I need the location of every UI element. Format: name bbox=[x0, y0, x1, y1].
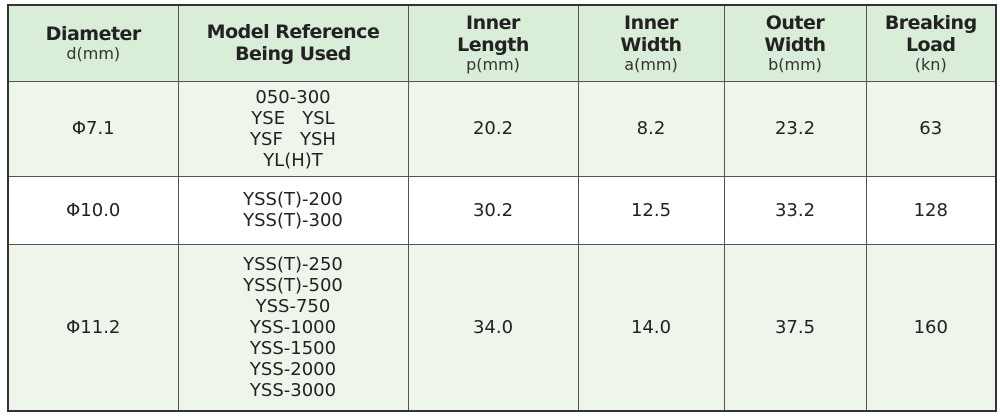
header-cell: Model Reference Being Used bbox=[177, 4, 409, 82]
diameter: Φ11.2 bbox=[66, 316, 121, 338]
data-row: Φ10.0 YSS(T)-200 YSS(T)-300 30.2 12.5 33.2 128 bbox=[7, 175, 997, 245]
header-cell: Inner Width a(mm) bbox=[577, 4, 725, 82]
outer-width-cell: 23.2 bbox=[723, 80, 867, 177]
header-unit: (kn) bbox=[914, 55, 947, 75]
header-cell: Inner Length p(mm) bbox=[407, 4, 579, 82]
models-cell: YSS(T)-200 YSS(T)-300 bbox=[177, 175, 409, 245]
header-cell: Breaking Load (kn) bbox=[865, 4, 997, 82]
header-title: Length bbox=[457, 34, 529, 57]
outer-width: 33.2 bbox=[774, 199, 816, 221]
header-title: Width bbox=[620, 34, 682, 57]
spec-table: Diameter d(mm) Model Reference Being Used In… bbox=[7, 4, 997, 412]
diameter-cell: Φ11.2 bbox=[7, 243, 179, 412]
header-title: Inner bbox=[624, 12, 678, 35]
model: YSS-750 bbox=[255, 295, 331, 317]
model: YSS-2000 bbox=[249, 358, 337, 380]
diameter-cell: Φ7.1 bbox=[7, 80, 179, 177]
breaking-load: 63 bbox=[919, 118, 943, 139]
diameter: Φ7.1 bbox=[71, 118, 115, 139]
header-cell: Outer Width b(mm) bbox=[723, 4, 867, 82]
inner-width-cell: 12.5 bbox=[577, 175, 725, 245]
model: YSS-1000 bbox=[249, 316, 337, 338]
inner-length: 30.2 bbox=[472, 199, 514, 221]
diameter: Φ10.0 bbox=[66, 199, 121, 221]
model: YSS-1500 bbox=[249, 337, 337, 359]
models-cell: YSS(T)-250 YSS(T)-500 YSS-750 YSS-1000 YSS-1… bbox=[177, 243, 409, 412]
outer-width: 37.5 bbox=[774, 316, 816, 338]
inner-length-cell: 20.2 bbox=[407, 80, 579, 177]
breaking-load: 160 bbox=[913, 316, 948, 338]
breaking-load-cell: 63 bbox=[865, 80, 997, 177]
header-unit: a(mm) bbox=[624, 55, 678, 75]
outer-width-cell: 33.2 bbox=[723, 175, 867, 245]
breaking-load-cell: 128 bbox=[865, 175, 997, 245]
header-row: Diameter d(mm) Model Reference Being Used In… bbox=[7, 4, 997, 82]
inner-length: 20.2 bbox=[472, 118, 514, 139]
inner-width: 8.2 bbox=[636, 118, 666, 139]
model: YSE YSL bbox=[251, 107, 335, 129]
model: YSS(T)-200 bbox=[243, 189, 343, 210]
data-row: Φ7.1 050-300 YSE YSL YSF YSH YL(H)T 20.2 8.2 23… bbox=[7, 80, 997, 177]
inner-length: 34.0 bbox=[472, 316, 514, 338]
header-title: Breaking bbox=[884, 12, 977, 35]
inner-length-cell: 34.0 bbox=[407, 243, 579, 412]
header-unit: p(mm) bbox=[466, 55, 520, 75]
outer-width-cell: 37.5 bbox=[723, 243, 867, 412]
diameter-cell: Φ10.0 bbox=[7, 175, 179, 245]
header-title: Load bbox=[905, 34, 956, 57]
model: YSS(T)-300 bbox=[243, 210, 343, 231]
inner-width-cell: 14.0 bbox=[577, 243, 725, 412]
outer-width: 23.2 bbox=[774, 118, 816, 139]
models-cell: 050-300 YSE YSL YSF YSH YL(H)T bbox=[177, 80, 409, 177]
page: Diameter d(mm) Model Reference Being Used In… bbox=[7, 4, 997, 412]
header-title: Being Used bbox=[235, 43, 351, 66]
model: YL(H)T bbox=[263, 149, 323, 171]
inner-width: 12.5 bbox=[630, 199, 672, 221]
header-title: Width bbox=[764, 34, 826, 57]
inner-width: 14.0 bbox=[630, 316, 672, 338]
inner-width-cell: 8.2 bbox=[577, 80, 725, 177]
inner-length-cell: 30.2 bbox=[407, 175, 579, 245]
header-title: Inner bbox=[466, 12, 520, 35]
model: YSS-3000 bbox=[249, 379, 337, 401]
header-unit: b(mm) bbox=[768, 55, 822, 75]
model: 050-300 bbox=[255, 86, 331, 108]
header-unit: d(mm) bbox=[66, 44, 121, 64]
model: YSS(T)-250 bbox=[243, 253, 343, 275]
model: YSF YSH bbox=[250, 128, 336, 150]
header-title: Model Reference bbox=[206, 21, 380, 44]
header-title: Outer bbox=[765, 12, 825, 35]
model: YSS(T)-500 bbox=[243, 274, 343, 296]
header-title: Diameter bbox=[45, 23, 142, 46]
breaking-load: 128 bbox=[913, 199, 948, 221]
data-row: Φ11.2 YSS(T)-250 YSS(T)-500 YSS-750 YSS-1000… bbox=[7, 243, 997, 412]
breaking-load-cell: 160 bbox=[865, 243, 997, 412]
header-cell: Diameter d(mm) bbox=[7, 4, 179, 82]
